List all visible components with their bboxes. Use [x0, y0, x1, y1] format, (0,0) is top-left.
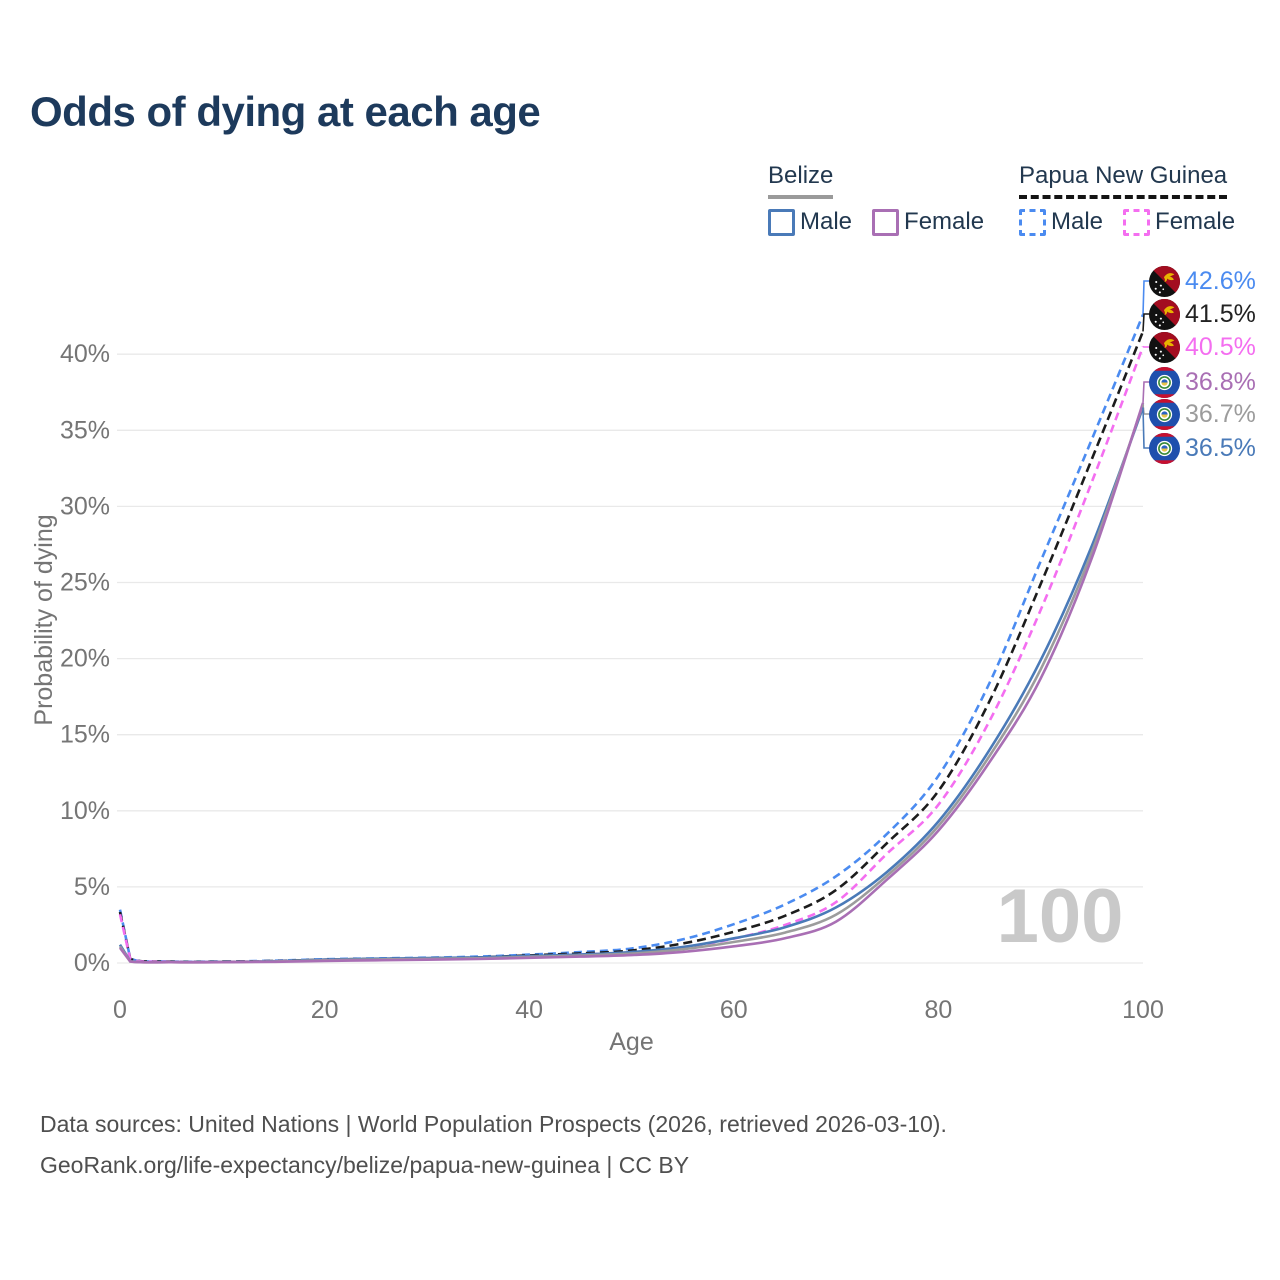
legend-heading-papua-new-guinea: Papua New Guinea [1019, 162, 1228, 199]
legend-label-png-male: Male [1051, 208, 1104, 235]
belize-flag-icon [1149, 398, 1180, 430]
y-tick-label: 10% [60, 797, 110, 825]
y-tick-label: 0% [74, 949, 110, 977]
end-label-value: 42.6% [1185, 266, 1256, 295]
end-label-row: 41.5% [1149, 298, 1256, 330]
end-label-row: 40.5% [1149, 331, 1256, 363]
x-tick-label: 0 [113, 996, 127, 1024]
series-line-bz_female [118, 402, 1145, 964]
series-line-png_male [118, 314, 1145, 964]
papua-new-guinea-flag-icon [1149, 298, 1180, 330]
papua-new-guinea-flag-icon [1149, 331, 1180, 363]
x-tick-label: 40 [515, 996, 543, 1024]
footer: Data sources: United Nations | World Pop… [40, 1104, 947, 1186]
legend-label-png-female: Female [1155, 208, 1236, 235]
x-tick-label: 80 [924, 996, 952, 1024]
y-tick-label: 15% [60, 721, 110, 749]
end-label-row: 36.5% [1149, 432, 1256, 464]
legend-label-belize-male: Male [800, 208, 853, 235]
x-tick-label: 100 [1122, 996, 1164, 1024]
legend-swatch-belize-female [872, 208, 900, 236]
papua-new-guinea-flag-icon [1149, 265, 1180, 297]
end-label-row: 42.6% [1149, 265, 1256, 297]
y-tick-label: 40% [60, 340, 110, 368]
belize-flag-icon [1149, 366, 1180, 398]
y-tick-label: 35% [60, 416, 110, 444]
end-label-value: 40.5% [1185, 332, 1256, 361]
legend-heading-belize: Belize [768, 162, 834, 199]
legend-swatch-png-female [1123, 208, 1151, 236]
y-tick-label: 25% [60, 569, 110, 597]
legend-swatch-png-male [1019, 208, 1046, 236]
legend-label-belize-female: Female [904, 208, 985, 235]
series-line-png_female [118, 346, 1145, 964]
legend-swatch-belize-male [768, 208, 795, 236]
y-tick-label: 30% [60, 492, 110, 520]
age-counter-watermark: 100 [997, 874, 1124, 959]
page-title: Odds of dying at each age [30, 88, 541, 135]
end-label-value: 36.7% [1185, 399, 1256, 428]
end-label-value: 41.5% [1185, 299, 1256, 328]
belize-flag-icon [1149, 432, 1180, 464]
x-axis-title: Age [609, 1028, 653, 1056]
footer-url: GeoRank.org/life-expectancy/belize/papua… [40, 1152, 690, 1178]
end-label-value: 36.5% [1185, 433, 1256, 462]
x-tick-label: 60 [720, 996, 748, 1024]
x-tick-label: 20 [311, 996, 339, 1024]
end-label-value: 36.8% [1185, 367, 1256, 396]
y-tick-label: 20% [60, 645, 110, 673]
y-axis-title: Probability of dying [30, 514, 58, 725]
legend-group-papua-new-guinea: Papua New Guinea Male Female [1019, 162, 1255, 236]
legend-group-belize: Belize Male Female [768, 162, 1004, 236]
y-tick-label: 5% [74, 873, 110, 901]
footer-data-sources: Data sources: United Nations | World Pop… [40, 1111, 947, 1137]
end-label-row: 36.7% [1149, 398, 1256, 430]
end-label-row: 36.8% [1149, 366, 1256, 398]
series-line-png_all [118, 330, 1145, 964]
